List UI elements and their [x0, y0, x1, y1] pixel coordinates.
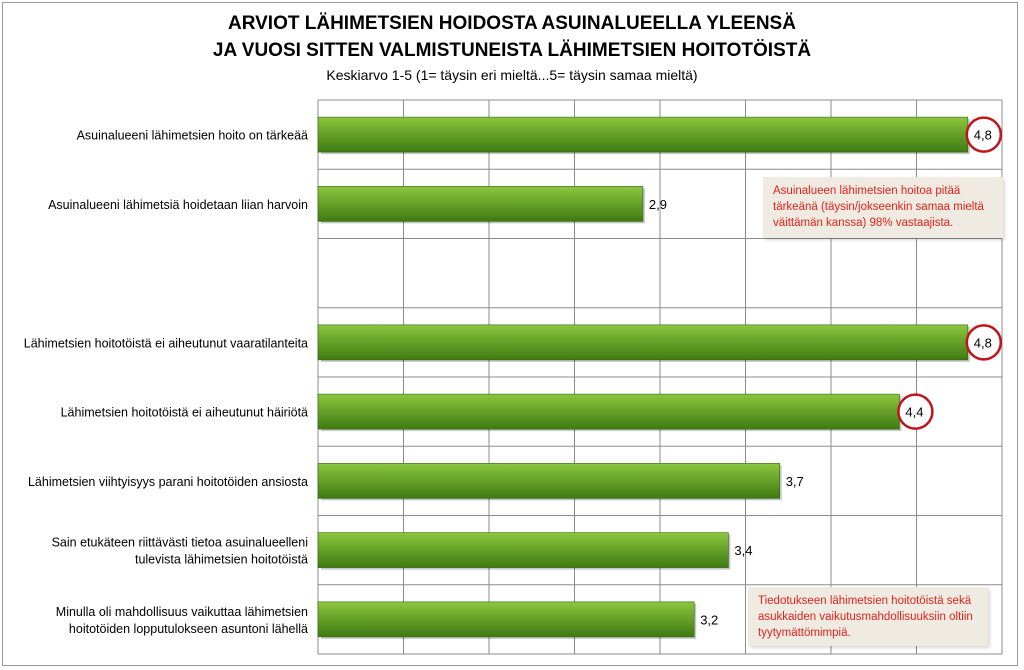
annotation-importance: Asuinalueen lähimetsien hoitoa pitää tär… — [763, 177, 1003, 238]
bar — [317, 532, 729, 568]
category-label: tulevista lähimetsien hoitotöistä — [135, 553, 308, 567]
data-label: 2,9 — [649, 197, 667, 212]
chart-title: ARVIOT LÄHIMETSIEN HOIDOSTA ASUINALUEELL… — [228, 13, 796, 34]
highlight-circle — [965, 324, 1003, 361]
category-label: Sain etukäteen riittävästi tietoa asuina… — [52, 536, 308, 550]
highlight-circle — [897, 393, 934, 430]
category-label: Lähimetsien viihtyisyys parani hoitotöid… — [28, 475, 308, 489]
bar — [317, 601, 695, 638]
annotation-line: tärkeänä (täysin/jokseenkin samaa mieltä — [773, 201, 984, 213]
annotation-line: väittämän kanssa) 98% vastaajista. — [773, 217, 954, 229]
category-label: Asuinalueeni lähimetsien hoito on tärkeä… — [77, 129, 308, 143]
data-label: 3,4 — [734, 543, 752, 558]
category-label: Lähimetsien hoitotöistä ei aiheutunut va… — [24, 336, 308, 350]
bar — [317, 116, 969, 153]
annotation-line: Asuinalueen lähimetsien hoitoa pitää — [773, 185, 961, 197]
data-label: 4,8 — [974, 335, 992, 350]
category-label: Asuinalueeni lähimetsiä hoidetaan liian … — [48, 198, 308, 212]
annotation-line: tyytymättömimpiä. — [758, 627, 851, 639]
category-label: hoitotöiden lopputulokseen asuntoni lähe… — [69, 622, 308, 636]
bar — [317, 324, 969, 361]
highlight-circle — [965, 116, 1003, 153]
data-label: 3,7 — [786, 474, 804, 489]
chart-subtitle: Keskiarvo 1-5 (1= täysin eri mieltä...5=… — [326, 67, 698, 83]
category-label: Lähimetsien hoitotöistä ei aiheutunut hä… — [61, 406, 308, 420]
data-label: 3,2 — [700, 612, 718, 627]
chart-title-line2: JA VUOSI SITTEN VALMISTUNEISTA LÄHIMETSI… — [212, 40, 812, 61]
bar — [317, 186, 644, 222]
annotation-dissatisfaction: Tiedotukseen lähimetsien hoitotöistä sek… — [748, 587, 988, 646]
annotation-line: asukkaiden vaikutusmahdollisuuksiin olti… — [758, 611, 973, 623]
bar — [317, 393, 900, 430]
annotation-line: Tiedotukseen lähimetsien hoitotöistä sek… — [758, 595, 972, 607]
data-label: 4,4 — [905, 405, 923, 420]
data-label: 4,8 — [974, 128, 992, 143]
category-label: Minulla oli mahdollisuus vaikuttaa lähim… — [56, 605, 308, 619]
bar — [317, 463, 781, 499]
